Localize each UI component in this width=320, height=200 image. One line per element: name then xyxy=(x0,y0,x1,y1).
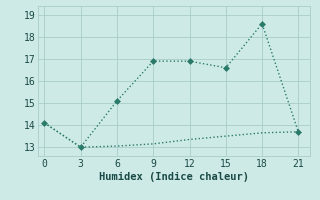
X-axis label: Humidex (Indice chaleur): Humidex (Indice chaleur) xyxy=(100,172,249,182)
